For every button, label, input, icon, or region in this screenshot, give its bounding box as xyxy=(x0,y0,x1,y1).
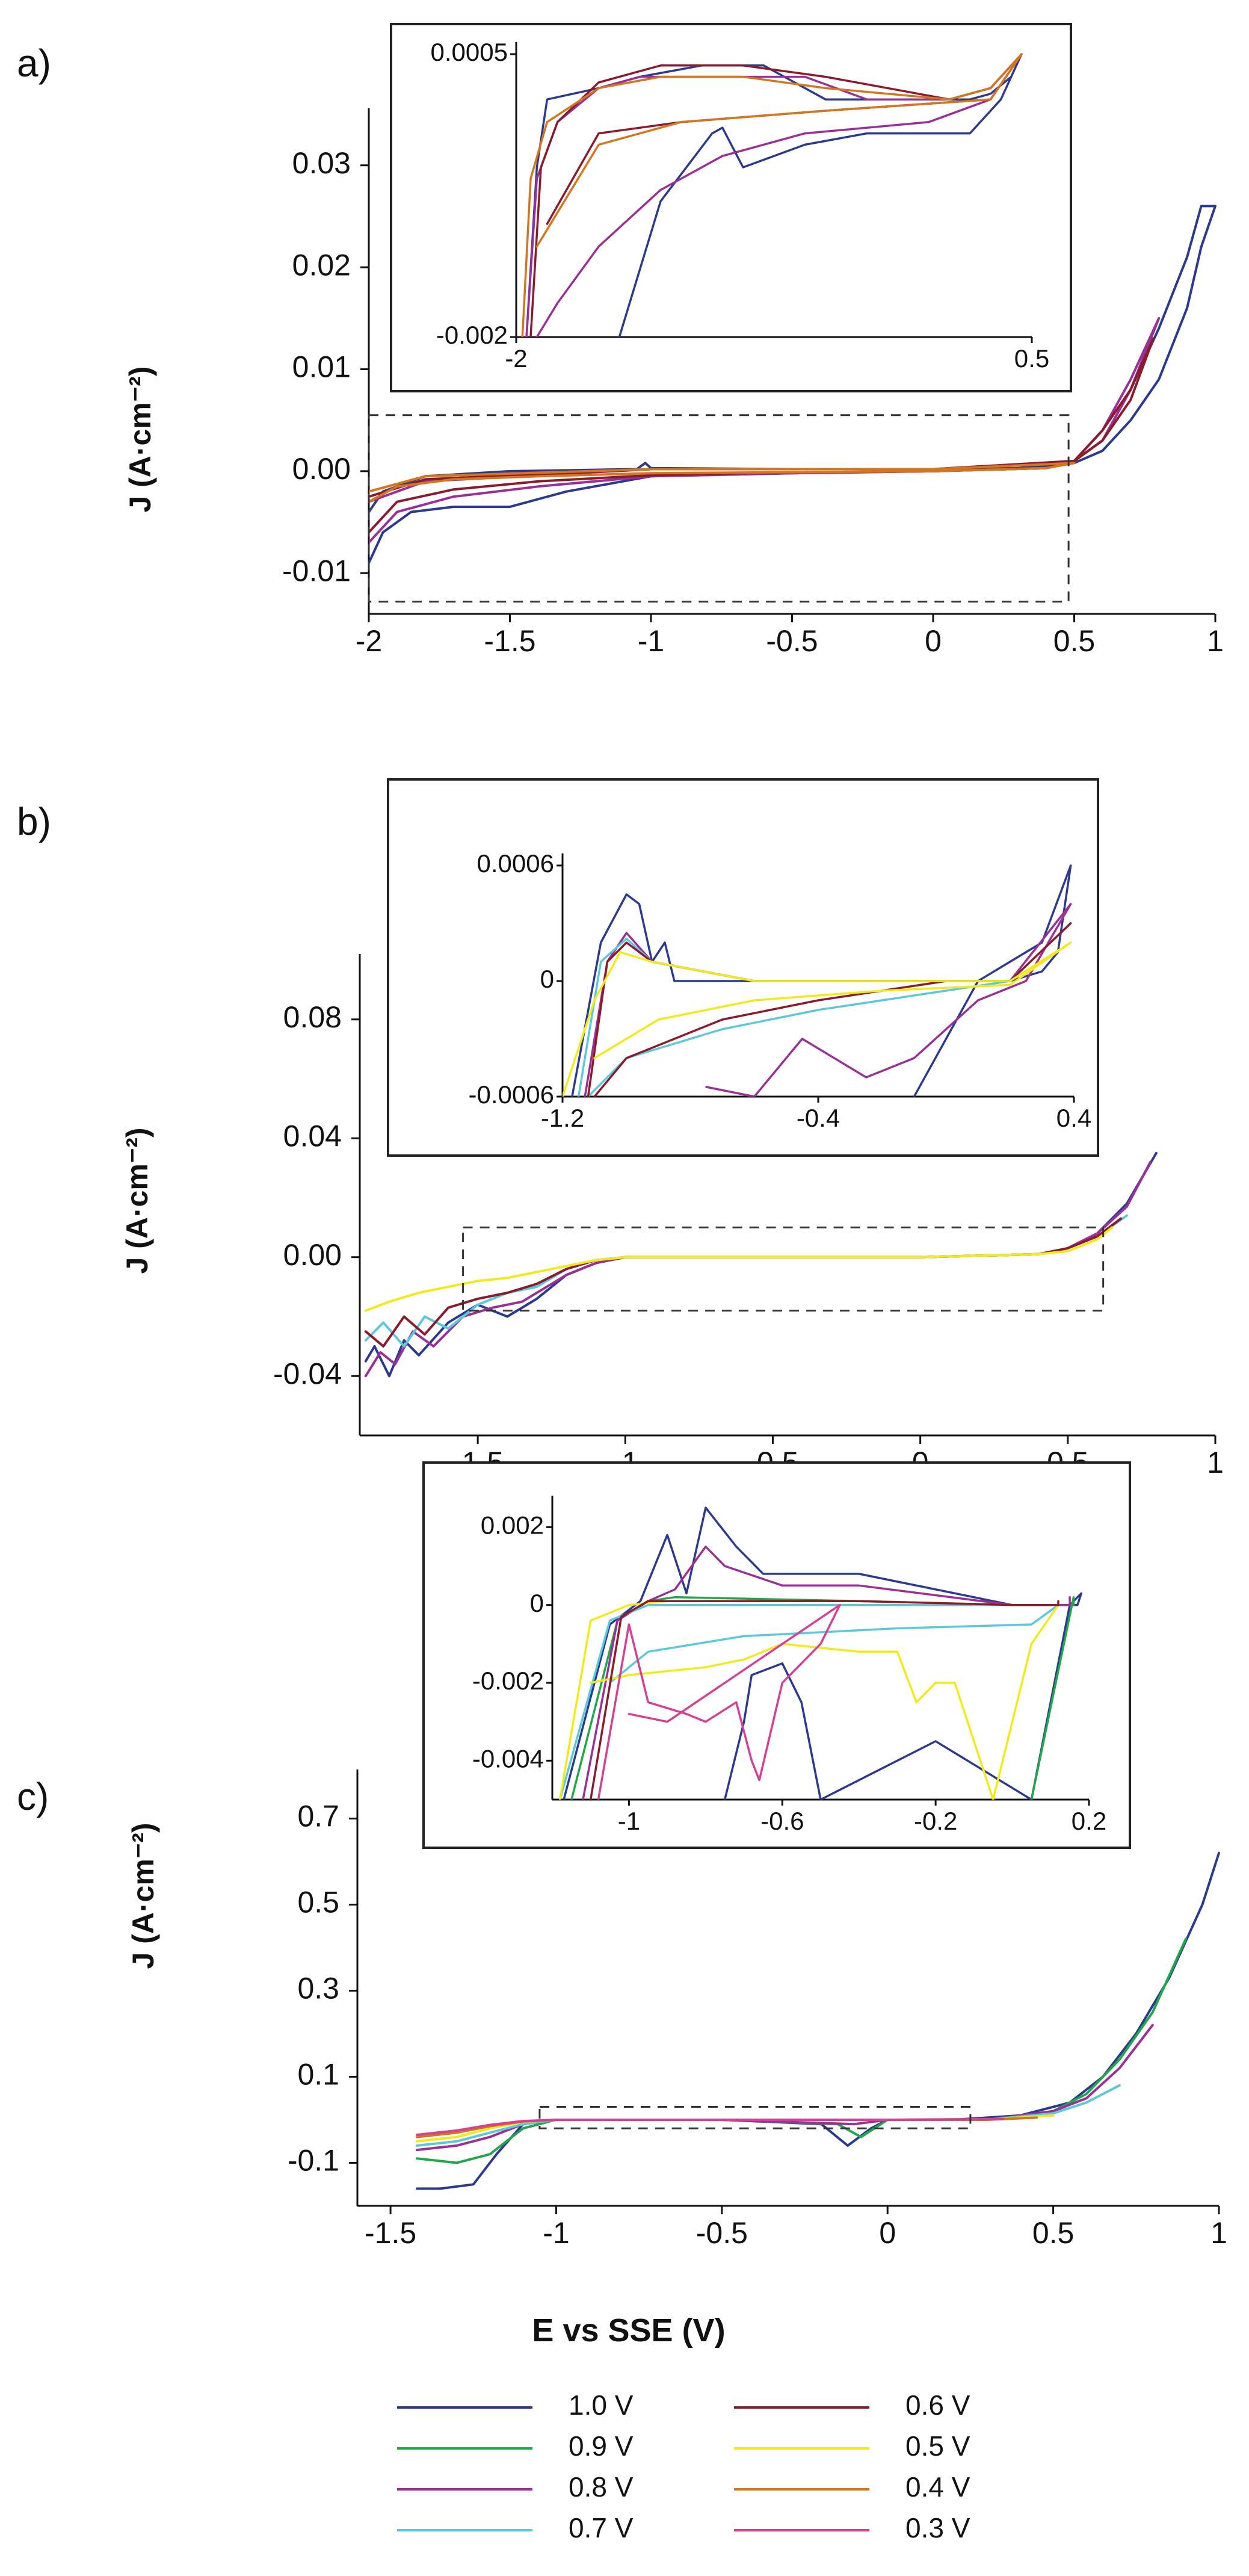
y-tick-label: 0.08 xyxy=(283,1000,342,1034)
x-tick-label: 0.5 xyxy=(1032,2216,1075,2250)
series-line-0-6-v-b-inset xyxy=(587,922,1072,1097)
inset-y-tick-label: -0.004 xyxy=(472,1744,544,1773)
inset-frame xyxy=(390,23,1072,392)
x-tick-label: 0 xyxy=(879,2216,896,2250)
inset-y-tick-label: -0.002 xyxy=(436,321,508,349)
legend-label: 0.8 V xyxy=(569,2471,634,2503)
x-tick-label: 0.5 xyxy=(1053,624,1096,658)
y-tick-label: 0.00 xyxy=(283,1238,342,1272)
series-line-0-5-v-b-main xyxy=(364,1226,1114,1312)
y-tick-label: 0.04 xyxy=(283,1119,342,1153)
x-tick-label: 1 xyxy=(1207,624,1224,658)
series-line-0-3-v-c-main xyxy=(416,2117,1005,2136)
inset-y-tick-label: 0.0005 xyxy=(431,38,508,66)
zoom-region-box xyxy=(538,2106,972,2129)
series-line-0-4-v-a-inset xyxy=(521,53,1023,337)
zoom-region-box xyxy=(462,1226,1105,1312)
x-tick-label: 1 xyxy=(1210,2216,1227,2250)
legend-label: 0.3 V xyxy=(905,2512,970,2543)
series-line-1-0-v-c-main xyxy=(416,1851,1220,2190)
series-line-0-9-v-c-main xyxy=(416,1937,1187,2164)
y-tick-label: 0.5 xyxy=(297,1886,339,1919)
x-tick-label: -1 xyxy=(638,624,664,658)
y-tick-label: 0.03 xyxy=(292,146,351,180)
y-axis-label: J (A·cm⁻²) xyxy=(126,1822,160,1969)
inset-y-tick-label: -0.002 xyxy=(472,1667,544,1695)
y-tick-label: 0.00 xyxy=(292,452,351,486)
series-line-0-6-v-c-inset xyxy=(589,1600,1059,1800)
inset-y-tick-label: 0 xyxy=(530,1589,544,1617)
inset-x-tick-label: 0.2 xyxy=(1072,1807,1106,1835)
x-tick-label: -0.5 xyxy=(696,2216,748,2250)
legend-label: 0.4 V xyxy=(905,2471,970,2503)
x-tick-label: -0.5 xyxy=(766,624,818,658)
panel-label: b) xyxy=(17,800,51,843)
y-axis-label: J (A·cm⁻²) xyxy=(123,366,157,512)
inset-x-tick-label: -0.6 xyxy=(760,1807,804,1835)
y-tick-label: -0.01 xyxy=(282,554,351,587)
y-tick-label: 0.1 xyxy=(297,2058,339,2091)
y-tick-label: -0.1 xyxy=(288,2144,339,2178)
series-line-0-3-v-c-inset xyxy=(597,1603,841,1800)
panel-label: a) xyxy=(17,42,51,85)
inset-y-tick-label: -0.0006 xyxy=(469,1080,554,1109)
inset-y-tick-label: 0 xyxy=(540,965,554,993)
legend: 1.0 V 0.9 V 0.8 V 0.7 V 0.6 V 0.5 V 0.4 V 0.3 V xyxy=(397,2389,970,2543)
inset-chart-c-inset: -0.004 -0.002 0 0.002 -1 -0.6 -0.2 0.2 xyxy=(422,1461,1131,1849)
legend-label: 1.0 V xyxy=(569,2389,634,2421)
inset-x-tick-label: -2 xyxy=(505,344,527,373)
inset-frame xyxy=(422,1461,1131,1849)
legend-label: 0.5 V xyxy=(905,2430,970,2462)
series-line-1-0-v-a-main xyxy=(369,205,1217,565)
chart-c-main: c) J (A·cm⁻²) -0.1 0.1 0.3 0.5 0.7 -1.5 -1 -0.5 0 0… xyxy=(17,1769,1227,2250)
zoom-region-box xyxy=(368,414,1070,603)
series-line-0-8-v-c-main xyxy=(416,2023,1154,2152)
y-tick-label: 0.7 xyxy=(297,1800,339,1833)
legend-label: 0.7 V xyxy=(569,2512,634,2543)
inset-x-tick-label: -1.2 xyxy=(541,1104,584,1132)
inset-chart-b-inset: -0.0006 0 0.0006 -1.2 -0.4 0.4 xyxy=(387,778,1099,1157)
x-tick-label: -1 xyxy=(543,2216,569,2250)
x-tick-label: -1.5 xyxy=(484,624,535,658)
inset-frame xyxy=(387,778,1099,1157)
y-tick-label: 0.3 xyxy=(297,1972,339,2005)
inset-x-tick-label: -0.4 xyxy=(797,1104,840,1132)
inset-y-tick-label: 0.0006 xyxy=(477,849,554,878)
panel-label: c) xyxy=(17,1775,49,1818)
inset-x-tick-label: 0.4 xyxy=(1056,1104,1091,1132)
x-tick-label: 0 xyxy=(925,624,942,658)
y-tick-label: 0.02 xyxy=(292,248,351,282)
inset-x-tick-label: -0.2 xyxy=(914,1807,957,1835)
x-tick-label: -2 xyxy=(356,624,382,658)
x-tick-label: 1 xyxy=(1207,1446,1224,1479)
series-line-0-8-v-b-inset xyxy=(584,903,1072,1097)
series-line-0-5-v-b-inset xyxy=(563,941,1072,1097)
series-line-0-8-v-b-main xyxy=(364,1160,1152,1378)
x-tick-label: -1.5 xyxy=(365,2216,416,2250)
y-tick-label: -0.04 xyxy=(273,1357,342,1390)
series-line-0-6-v-b-main xyxy=(364,1217,1123,1348)
y-axis-label: J (A·cm⁻²) xyxy=(120,1127,154,1274)
inset-x-tick-label: 0.5 xyxy=(1014,344,1049,373)
legend-label: 0.9 V xyxy=(569,2430,634,2462)
legend-label: 0.6 V xyxy=(905,2389,970,2421)
chart-a-main: a) J (A·cm⁻²) -0.01 0.00 0.01 0.02 0.03 -2 -1.5 -… xyxy=(17,42,1224,658)
inset-y-tick-label: 0.002 xyxy=(481,1511,544,1539)
y-tick-label: 0.01 xyxy=(292,350,351,384)
series-line-1-0-v-b-main xyxy=(364,1151,1158,1378)
inset-x-tick-label: -1 xyxy=(618,1807,640,1835)
series-line-0-4-v-a-main xyxy=(369,462,1076,503)
x-axis-label: E vs SSE (V) xyxy=(532,2312,725,2348)
inset-chart-a-inset: -0.002 0.0005 -2 0.5 xyxy=(390,23,1072,392)
